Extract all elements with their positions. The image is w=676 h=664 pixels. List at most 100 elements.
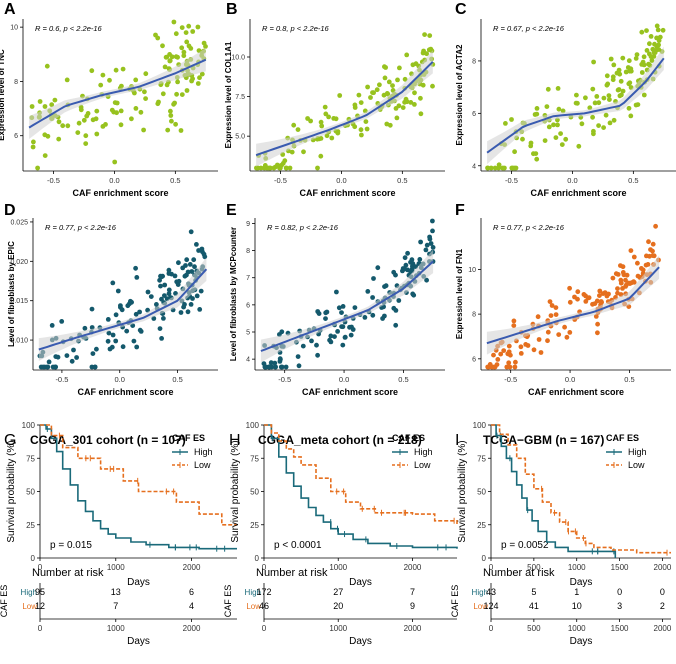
y-axis-title: Survival probability (%) xyxy=(457,440,468,542)
scatter-point xyxy=(179,92,185,97)
scatter-point xyxy=(602,290,608,295)
scatter-point xyxy=(142,89,147,95)
scatter-point xyxy=(608,56,614,62)
risk-count: 0 xyxy=(617,587,622,597)
scatter-point xyxy=(430,218,435,224)
survival-curve-low xyxy=(491,424,671,554)
scatter-point xyxy=(186,23,192,29)
scatter-point xyxy=(194,293,200,299)
scatter-point xyxy=(30,144,36,150)
scatter-point xyxy=(624,272,630,278)
risk-count: 1 xyxy=(574,587,579,597)
scatter-point xyxy=(115,288,121,294)
scatter-point xyxy=(371,276,376,281)
x-axis-title: CAF enrichment score xyxy=(302,387,398,397)
risk-count: 2 xyxy=(660,601,665,611)
risk-row-label-low: Low xyxy=(22,602,37,611)
y-tick-label: 4 xyxy=(246,357,250,364)
scatter-point xyxy=(137,327,143,333)
scatter-point xyxy=(634,52,640,57)
scatter-point xyxy=(591,131,596,137)
scatter-point xyxy=(635,102,641,107)
scatter-point xyxy=(295,354,301,359)
scatter-point xyxy=(166,291,172,297)
y-tick-label: 9 xyxy=(246,221,250,228)
y-tick-label: 8 xyxy=(472,312,476,319)
scatter-point xyxy=(182,302,187,307)
scatter-point xyxy=(315,309,321,314)
scatter-point xyxy=(328,339,334,345)
scatter-point xyxy=(553,135,559,141)
survival-curve-high xyxy=(40,424,237,550)
scatter-point xyxy=(106,330,112,336)
scatter-point xyxy=(176,260,181,266)
legend-label-high: High xyxy=(194,447,213,457)
risk-x-tick-label: 1000 xyxy=(107,624,125,633)
scatter-point xyxy=(333,116,339,122)
scatter-point xyxy=(267,165,273,171)
scatter-point xyxy=(59,319,65,324)
y-tick-label: 4 xyxy=(472,163,476,170)
y-tick-label: 6 xyxy=(472,356,476,363)
scatter-point xyxy=(340,304,346,309)
scatter-point xyxy=(509,117,514,122)
risk-x-tick-label: 1000 xyxy=(568,624,586,633)
scatter-point xyxy=(161,316,166,321)
scatter-point xyxy=(654,23,660,29)
scatter-point xyxy=(112,159,118,165)
scatter-panel-c: C -0.5 0.0 0.5 4 6 8 CAF enrichment score Expres… xyxy=(455,1,676,198)
scatter-point xyxy=(498,351,504,357)
x-tick-label: 2000 xyxy=(183,563,201,572)
scatter-point xyxy=(153,32,158,38)
y-axis-title: Expression level of FN1 xyxy=(455,248,464,339)
risk-x-tick-label: 2000 xyxy=(654,624,672,633)
scatter-point xyxy=(113,338,119,344)
x-tick-label: 0 xyxy=(38,563,43,572)
scatter-point xyxy=(646,239,651,245)
scatter-point xyxy=(518,344,524,350)
scatter-point xyxy=(393,308,399,313)
x-tick-label: -0.5 xyxy=(504,375,517,384)
scatter-point xyxy=(283,165,289,171)
scatter-point xyxy=(393,106,399,111)
x-tick-label: 0 xyxy=(489,563,494,572)
x-axis-title: CAF enrichment score xyxy=(72,188,168,198)
scatter-point xyxy=(162,293,167,298)
scatter-point xyxy=(648,54,654,59)
scatter-point xyxy=(590,301,595,307)
risk-count: 95 xyxy=(35,587,45,597)
km-panel-g: G CGGA_301 cohort (n = 107)0 1000 200002550… xyxy=(0,421,237,647)
scatter-point xyxy=(167,58,173,64)
scatter-point xyxy=(158,273,163,279)
scatter-point xyxy=(555,122,560,128)
y-tick-label: 0 xyxy=(31,554,36,563)
risk-count: 7 xyxy=(113,601,118,611)
scatter-point xyxy=(165,127,171,133)
scatter-point xyxy=(112,100,118,105)
scatter-point xyxy=(137,309,143,315)
scatter-point xyxy=(133,77,139,83)
legend-title: CAF ES xyxy=(392,433,425,443)
scatter-point xyxy=(525,343,531,348)
scatter-point xyxy=(610,77,616,83)
scatter-point xyxy=(418,95,423,101)
y-tick-label: 8 xyxy=(472,58,476,65)
scatter-point xyxy=(178,310,184,315)
risk-x-axis-title: Days xyxy=(570,636,593,647)
risk-table-title: Number at risk xyxy=(483,567,555,579)
scatter-point xyxy=(56,119,62,125)
risk-group-label: CAF ES xyxy=(0,585,9,618)
scatter-point xyxy=(618,263,623,268)
scatter-point xyxy=(195,81,201,86)
x-tick-label: 0 xyxy=(262,563,267,572)
scatter-point xyxy=(400,105,406,110)
scatter-point xyxy=(562,324,567,330)
fit-line xyxy=(486,266,660,345)
scatter-point xyxy=(591,59,596,65)
correlation-annotation: R = 0.6, p < 2.2e-16 xyxy=(35,24,103,33)
scatter-point xyxy=(428,241,434,246)
scatter-point xyxy=(381,92,387,98)
scatter-point xyxy=(160,43,165,49)
x-tick-label: -0.5 xyxy=(55,375,68,384)
scatter-point xyxy=(76,120,82,126)
